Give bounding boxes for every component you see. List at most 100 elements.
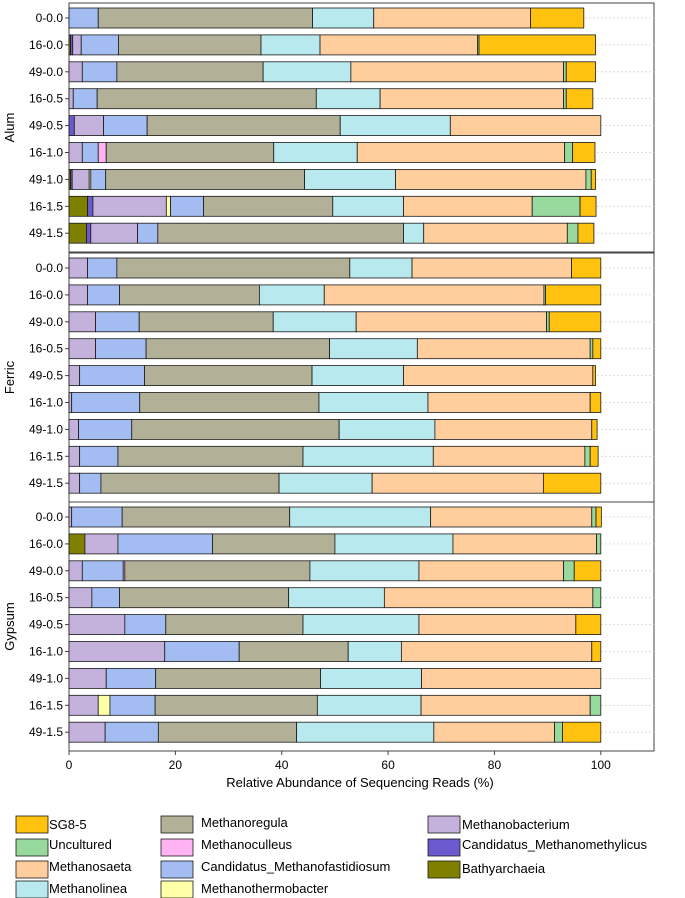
legend-swatch bbox=[427, 815, 461, 834]
row-label: 16-1.0 bbox=[29, 146, 63, 160]
bar-segment-methanolinea bbox=[309, 560, 420, 582]
bar-segment-methanolinea bbox=[338, 418, 436, 440]
legend-item: Candidatus_Methanofastidiosum bbox=[160, 859, 390, 879]
legend-swatch bbox=[15, 860, 49, 879]
bar-segment-methanobacterium bbox=[84, 533, 119, 555]
legend-label: SG8-5 bbox=[49, 817, 87, 832]
panel-label: Alum bbox=[2, 113, 17, 143]
bar-segment-methanobacterium bbox=[68, 614, 126, 635]
legend-item: Bathyarchaeia bbox=[427, 860, 546, 879]
bar-segment-candidatus-methanofastidiosum bbox=[91, 587, 120, 609]
panel-label: Gypsum bbox=[2, 602, 17, 650]
row-label: 49-1.5 bbox=[29, 226, 63, 240]
bar-segment-methanolinea bbox=[296, 721, 435, 743]
bar-segment-candidatus-methanofastidiosum bbox=[137, 222, 159, 244]
bar-segment-methanosaeta bbox=[449, 115, 602, 136]
bar-segment-candidatus-methanomethylicus bbox=[87, 195, 94, 217]
x-axis: 0 20 40 60 80 100 bbox=[66, 751, 611, 772]
row-label: 49-1.0 bbox=[29, 172, 63, 186]
bar-segment-methanosaeta bbox=[379, 88, 564, 110]
bar-segment-methanolinea bbox=[278, 472, 373, 494]
x-axis-title: Relative Abundance of Sequencing Reads (… bbox=[226, 775, 493, 790]
legend-label: Candidatus_Methanomethylicus bbox=[462, 837, 647, 852]
bar-segment-sg8-5 bbox=[591, 418, 598, 440]
bar-segment-methanosaeta bbox=[416, 338, 591, 360]
legend-swatch bbox=[160, 860, 194, 879]
bar-segment-methanoregula bbox=[119, 587, 290, 609]
panel-label: Ferric bbox=[2, 360, 17, 394]
legend-label: Methanothermobacter bbox=[201, 881, 329, 896]
legend-swatch bbox=[427, 838, 461, 857]
bar-segment-candidatus-methanofastidiosum bbox=[72, 88, 98, 110]
bar-segment-methanolinea bbox=[312, 7, 375, 29]
bar-segment-candidatus-methanofastidiosum bbox=[87, 284, 120, 306]
legend-item: Methanoregula bbox=[160, 815, 288, 834]
legend-label: Methanolinea bbox=[49, 881, 128, 896]
bar-segment-methanoregula bbox=[116, 257, 351, 279]
bar-segment-methanolinea bbox=[273, 142, 358, 163]
bar-segment-sg8-5 bbox=[590, 168, 596, 190]
legend-item: Methanolinea bbox=[15, 880, 128, 898]
bar-segment-methanobacterium bbox=[68, 365, 81, 387]
bar-segment-methanothermobacter bbox=[165, 195, 171, 217]
bar-segment-methanolinea bbox=[262, 61, 352, 83]
bar-segment-candidatus-methanofastidiosum bbox=[90, 168, 107, 190]
legend-label: Methanosaeta bbox=[49, 859, 132, 874]
row-label: 16-1.0 bbox=[29, 396, 63, 410]
bar-segment-methanosaeta bbox=[350, 61, 564, 83]
bar-segment-methanobacterium bbox=[68, 472, 81, 494]
bar-segment-methanolinea bbox=[332, 195, 404, 217]
bar-segment-sg8-5 bbox=[572, 142, 596, 163]
row-label: 49-1.0 bbox=[29, 671, 63, 685]
bar-segment-methanosaeta bbox=[383, 587, 594, 609]
bar-segment-methanobacterium bbox=[68, 560, 83, 582]
row-label: 49-0.5 bbox=[29, 119, 63, 133]
row-label: 49-0.0 bbox=[29, 564, 63, 578]
bar-segment-methanosaeta bbox=[395, 168, 587, 190]
bar-segment-methanobacterium bbox=[68, 88, 74, 110]
bar-segment-methanolinea bbox=[349, 257, 413, 279]
legend-item: SG8-5 bbox=[15, 815, 87, 834]
bar-segment-uncultured bbox=[592, 587, 602, 609]
bar-segment-bathyarchaeia bbox=[68, 533, 86, 555]
row-label: 49-0.0 bbox=[29, 65, 63, 79]
legend-swatch bbox=[15, 838, 49, 857]
legend-item: Methanosaeta bbox=[15, 859, 132, 879]
bar-segment-methanoregula bbox=[165, 614, 304, 635]
row-label: 49-1.5 bbox=[29, 476, 63, 490]
bar-segment-candidatus-methanofastidiosum bbox=[68, 7, 99, 29]
bar-segment-methanoculleus bbox=[97, 142, 107, 163]
bar-segment-methanolinea bbox=[302, 445, 434, 467]
row-label: 49-0.5 bbox=[29, 369, 63, 383]
bar-segment-bathyarchaeia bbox=[68, 195, 89, 217]
bar-segment-methanosaeta bbox=[452, 533, 597, 555]
bar-segment-methanobacterium bbox=[68, 142, 83, 163]
panel-gypsum: Gypsum 0-0.0 16-0.0 49-0.0 16-0.5 49-0.5 16-1.… bbox=[2, 501, 655, 752]
legend-item: Candidatus_Methanomethylicus bbox=[427, 837, 647, 857]
row-label: 16-1.5 bbox=[29, 199, 63, 213]
bar-segment-sg8-5 bbox=[562, 721, 602, 743]
bar-segment-methanolinea bbox=[316, 694, 422, 716]
bar-segment-methanobacterium bbox=[71, 168, 90, 190]
row-label: 16-1.5 bbox=[29, 698, 63, 712]
bar-segment-candidatus-methanofastidiosum bbox=[79, 365, 145, 387]
bar-segment-methanosaeta bbox=[323, 284, 545, 306]
bar-segment-methanosaeta bbox=[420, 694, 591, 716]
bar-segment-methanosaeta bbox=[400, 641, 593, 662]
bar-segment-methanosaeta bbox=[373, 7, 532, 29]
bar-segment-sg8-5 bbox=[575, 614, 602, 635]
row-label: 16-1.0 bbox=[29, 645, 63, 659]
legend-item: Methanoculleus bbox=[160, 837, 293, 857]
row-label: 16-0.5 bbox=[29, 92, 63, 106]
bar-segment-methanothermobacter bbox=[97, 694, 111, 716]
bar-segment-sg8-5 bbox=[579, 195, 597, 217]
bar-segment-methanobacterium bbox=[68, 445, 81, 467]
bar-segment-sg8-5 bbox=[571, 257, 602, 279]
bar-segment-methanosaeta bbox=[434, 418, 593, 440]
bar-segment-methanoregula bbox=[96, 88, 317, 110]
bar-segment-methanobacterium bbox=[92, 195, 167, 217]
row-label: 16-0.0 bbox=[29, 288, 63, 302]
bar-segment-methanoregula bbox=[144, 365, 313, 387]
bar-segment-methanoregula bbox=[116, 61, 264, 83]
